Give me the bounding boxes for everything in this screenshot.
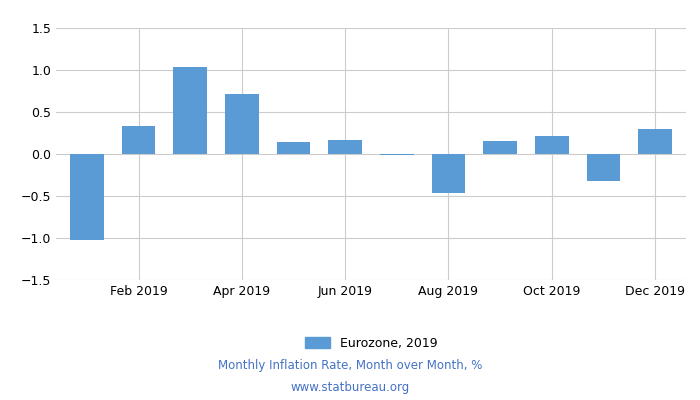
Bar xyxy=(225,94,259,154)
Bar xyxy=(328,140,362,154)
Text: www.statbureau.org: www.statbureau.org xyxy=(290,382,410,394)
Text: Monthly Inflation Rate, Month over Month, %: Monthly Inflation Rate, Month over Month… xyxy=(218,360,482,372)
Legend: Eurozone, 2019: Eurozone, 2019 xyxy=(300,332,442,355)
Bar xyxy=(122,126,155,154)
Bar xyxy=(535,136,568,154)
Bar xyxy=(380,154,414,155)
Bar xyxy=(483,140,517,154)
Bar xyxy=(70,154,104,240)
Bar xyxy=(432,154,466,193)
Bar xyxy=(174,67,207,154)
Bar xyxy=(587,154,620,181)
Bar xyxy=(638,129,672,154)
Bar xyxy=(276,142,310,154)
